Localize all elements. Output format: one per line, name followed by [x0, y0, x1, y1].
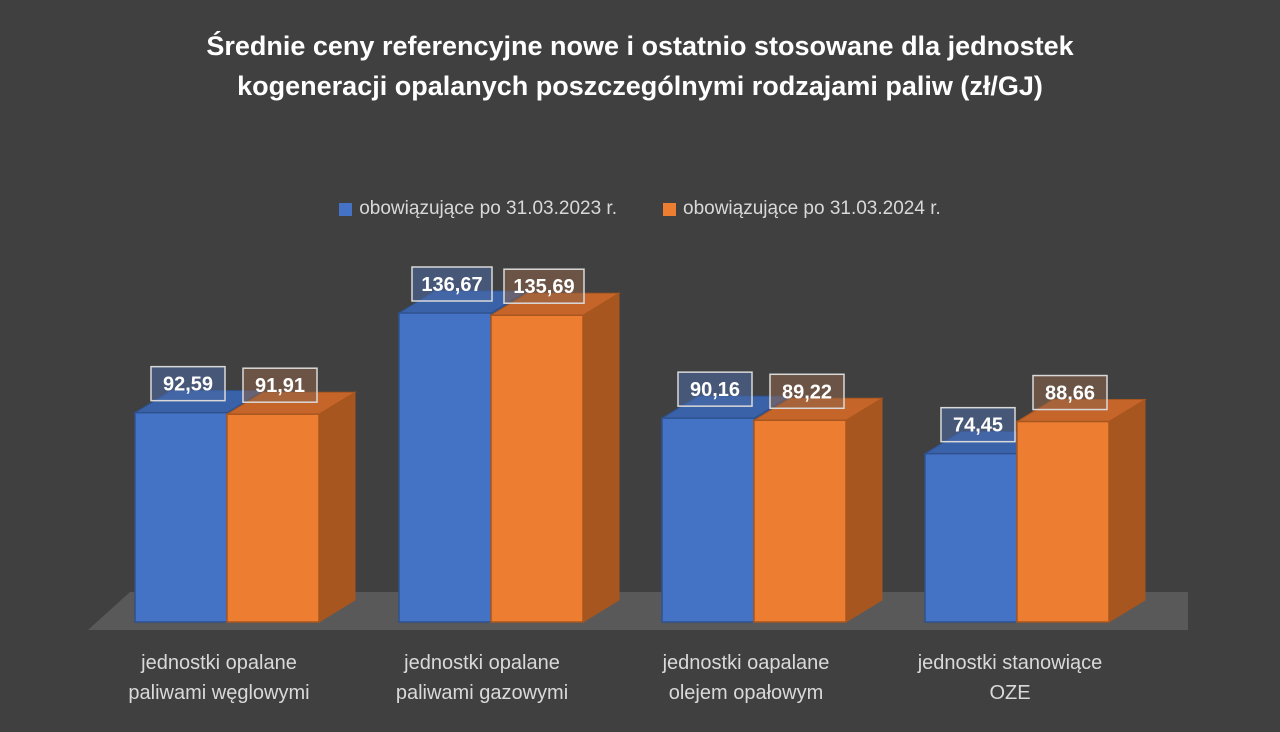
- data-label-s1-c1: 92,59: [163, 374, 213, 396]
- legend-swatch-2023: [339, 202, 353, 216]
- data-label-s2-c4: 88,66: [1045, 383, 1095, 405]
- bar-s1-c1-front: [134, 411, 228, 623]
- bar-s2-c4-front: [1016, 420, 1110, 623]
- bar-s2-c3-front: [753, 419, 847, 623]
- data-label-box-s2-c3: [769, 373, 845, 410]
- legend-item-2024: obowiązujące po 31.03.2024 r.: [663, 198, 941, 220]
- bar-s2-c1-front: [226, 413, 320, 623]
- chart-legend: obowiązujące po 31.03.2023 r. obowiązują…: [0, 198, 1280, 220]
- bar-s1-c3-front: [661, 417, 755, 623]
- category-label-coal: jednostki opalane paliwami węglowymi: [89, 648, 349, 708]
- category-label-oze-line-2: OZE: [989, 682, 1031, 704]
- category-label-gas-line-1: jednostki opalane: [404, 652, 560, 674]
- category-label-coal-line-2: paliwami węglowymi: [128, 682, 310, 704]
- category-label-coal-line-1: jednostki opalane: [141, 652, 297, 674]
- data-label-box-s1-c4: [940, 406, 1016, 443]
- data-label-s1-c3: 90,16: [690, 379, 740, 401]
- data-label-s1-c2: 136,67: [421, 274, 482, 296]
- category-label-gas-line-2: paliwami gazowymi: [395, 682, 569, 704]
- category-label-oil: jednostki oapalane olejem opałowym: [616, 648, 876, 708]
- chart-title-line-2: kogeneracji opalanych poszczególnymi rod…: [237, 71, 1043, 101]
- category-label-oze-line-1: jednostki stanowiące: [917, 652, 1103, 674]
- data-label-box-s1-c2: [411, 266, 493, 302]
- category-label-oil-line-1: jednostki oapalane: [662, 652, 830, 674]
- data-label-s2-c2: 135,69: [513, 276, 574, 298]
- category-label-oil-line-2: olejem opałowym: [668, 682, 824, 704]
- bar-s2-c4-side: [1108, 398, 1146, 623]
- chart-title: Średnie ceny referencyjne nowe i ostatni…: [0, 26, 1280, 106]
- bar-s1-c4-front: [924, 452, 1018, 623]
- legend-item-2023: obowiązujące po 31.03.2023 r.: [339, 198, 617, 220]
- bar-s2-c2-front: [490, 314, 584, 623]
- category-label-oze: jednostki stanowiące OZE: [880, 648, 1140, 708]
- data-label-box-s2-c2: [503, 268, 585, 304]
- data-label-box-s2-c4: [1032, 374, 1108, 411]
- data-label-box-s2-c1: [242, 367, 318, 403]
- chart-title-line-1: Średnie ceny referencyjne nowe i ostatni…: [206, 31, 1074, 61]
- data-label-s2-c1: 91,91: [255, 375, 305, 397]
- legend-label-2023: obowiązujące po 31.03.2023 r.: [359, 198, 617, 219]
- data-label-s2-c3: 89,22: [782, 381, 832, 403]
- chart-floor: [88, 592, 1188, 630]
- data-label-box-s1-c1: [150, 365, 226, 402]
- data-label-s1-c4: 74,45: [953, 415, 1003, 437]
- legend-swatch-2024: [663, 202, 676, 216]
- category-label-gas: jednostki opalane paliwami gazowymi: [352, 648, 612, 708]
- data-label-box-s1-c3: [677, 371, 753, 407]
- bar-s2-c1-side: [318, 391, 356, 623]
- bar-s1-c2-front: [398, 312, 492, 623]
- bar-s2-c2-side: [582, 292, 620, 623]
- bar-s2-c3-side: [845, 397, 883, 623]
- legend-label-2024: obowiązujące po 31.03.2024 r.: [683, 198, 941, 219]
